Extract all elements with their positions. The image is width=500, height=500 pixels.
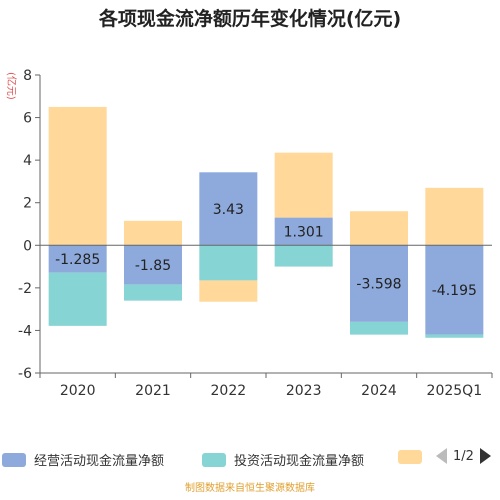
y-tick-label: -6 [18, 366, 32, 382]
data-label: -3.598 [356, 277, 401, 293]
bar-series-2 [48, 106, 107, 246]
legend-swatch-financing [398, 450, 422, 464]
y-tick-label: 2 [23, 196, 32, 212]
data-label: -1.285 [55, 252, 100, 268]
data-label: -4.195 [432, 283, 477, 299]
bar-series-2 [199, 280, 258, 302]
pager-next-icon[interactable] [479, 448, 491, 464]
legend-label-investing: 投资活动现金流量净额 [234, 454, 365, 469]
bar-series-1 [199, 245, 258, 281]
bar-series-0 [48, 245, 107, 273]
legend: 经营活动现金流量净额 投资活动现金流量净额 1/2 [0, 446, 500, 472]
legend-item-investing[interactable]: 投资活动现金流量净额 [202, 450, 364, 469]
x-tick-label: 2020 [60, 383, 96, 399]
legend-item-operating[interactable]: 经营活动现金流量净额 [2, 450, 164, 469]
bar-series-0 [425, 245, 484, 335]
legend-pager: 1/2 [436, 448, 491, 464]
y-tick-label: 0 [23, 238, 32, 254]
y-tick-label: -2 [18, 281, 32, 297]
y-tick-label: -4 [18, 323, 32, 339]
legend-item-financing[interactable] [398, 450, 430, 464]
bar-series-0 [274, 217, 333, 246]
axes: -6 -4 -2 0 2 4 6 8 2020 2021 2022 2023 2024 2025Q1 [18, 68, 493, 399]
x-tick-label: 2023 [286, 383, 322, 399]
data-label: 1.301 [284, 224, 324, 240]
footer-source: 制图数据来自恒生聚源数据库 [185, 483, 315, 494]
bar-series-1 [425, 334, 484, 338]
legend-swatch-investing [202, 452, 226, 467]
bar-series-1 [48, 272, 107, 326]
data-label: 3.43 [213, 202, 244, 218]
pager-text: 1/2 [453, 448, 474, 464]
chart-title: 各项现金流净额历年变化情况(亿元) [98, 8, 402, 30]
bar-series-2 [425, 187, 484, 246]
bars [48, 106, 484, 338]
x-tick-label: 2021 [135, 383, 171, 399]
bar-series-1 [124, 284, 182, 301]
bar-series-0 [124, 245, 182, 285]
bar-series-2 [274, 152, 333, 218]
data-label: -1.85 [135, 258, 171, 274]
bar-series-0 [350, 245, 408, 322]
y-tick-label: 8 [23, 68, 32, 84]
y-tick-label: 6 [23, 111, 32, 127]
x-tick-label: 2024 [361, 383, 397, 399]
y-unit-label: (亿元) [5, 72, 18, 100]
bar-series-2 [350, 211, 408, 246]
x-tick-label: 2025Q1 [427, 383, 483, 399]
bar-series-1 [350, 321, 408, 335]
pager-prev-icon[interactable] [436, 448, 447, 464]
labels: -1.285 -1.85 3.43 1.301 -3.598 -4.195 [55, 202, 477, 299]
legend-label-operating: 经营活动现金流量净额 [34, 454, 165, 469]
legend-swatch-operating [2, 452, 26, 467]
bar-series-0 [199, 172, 258, 246]
bar-series-2 [124, 220, 182, 246]
x-tick-label: 2022 [211, 383, 247, 399]
bar-series-1 [274, 245, 333, 267]
y-tick-label: 4 [23, 153, 32, 169]
